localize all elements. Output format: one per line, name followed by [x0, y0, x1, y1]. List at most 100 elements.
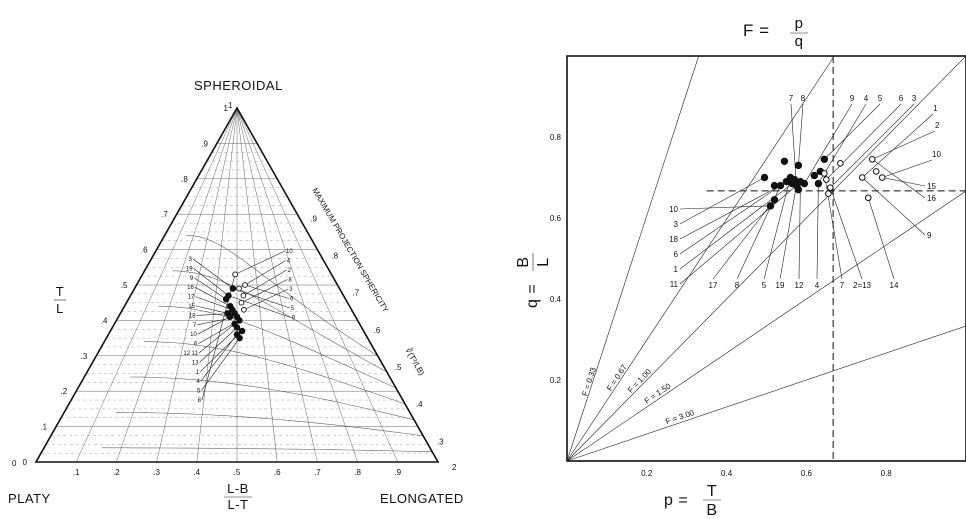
point-open: [236, 285, 242, 292]
leader-line: [779, 185, 797, 280]
point-label: 1: [674, 265, 679, 274]
point-label-left: 15: [188, 304, 195, 310]
leader-line: [234, 250, 286, 275]
leader-line: [826, 103, 902, 180]
bottom-axis-label: L-B L-T: [224, 481, 252, 512]
leader-line: [679, 177, 765, 225]
reference-line-label: F = 1.50: [643, 381, 673, 405]
leader-line: [200, 334, 238, 382]
leader-line: [798, 103, 804, 166]
point-filled: [776, 181, 785, 190]
sphericity-tick-label: .9: [310, 214, 317, 223]
x-label-lhs: p =: [664, 492, 688, 509]
point-label: 14: [890, 281, 899, 290]
point-filled: [820, 155, 829, 163]
vertex-label-top: SPHEROIDAL: [194, 78, 283, 93]
point-label: 10: [932, 150, 941, 159]
point-label-right: 5: [291, 306, 295, 312]
leader-line: [679, 185, 781, 240]
sphericity-tick-label: .8: [331, 251, 338, 260]
leader-line: [830, 103, 915, 188]
form-leader-lines: [679, 103, 936, 285]
x-label-num: T: [707, 483, 717, 500]
sphericity-tick-label: .7: [353, 289, 360, 298]
point-filled: [233, 324, 241, 331]
leader-line: [243, 288, 289, 311]
sphericity-isoline: [115, 412, 424, 437]
point-label-left: 7: [193, 323, 197, 329]
point-open: [868, 155, 876, 163]
bottom-axis-ticks: .1 .2 .3 .4 .5 .6 .7 .8 .9: [73, 468, 402, 477]
point-filled: [236, 334, 243, 342]
point-label: 11: [670, 280, 679, 289]
vertex-label-right: ELONGATED: [380, 491, 464, 506]
point-filled: [770, 181, 779, 190]
plot-frame: [566, 55, 966, 462]
sphericity-tick-label: .4: [416, 400, 423, 409]
leader-line: [830, 187, 863, 280]
sphericity-formula: ∛(T²/LB): [403, 346, 427, 377]
point-label: 16: [927, 194, 936, 203]
point-label-left: 10: [190, 332, 197, 338]
sphericity-tick-label: .6: [374, 326, 381, 335]
reference-line: [566, 55, 966, 462]
point-label-right: 2: [288, 268, 292, 274]
point-label-left: 6: [194, 342, 198, 348]
point-label: 8: [801, 94, 806, 103]
point-label-left: 5: [197, 389, 201, 395]
sphericity-isoline: [158, 305, 397, 389]
leader-line: [201, 337, 240, 391]
sphericity-isoline: [101, 447, 433, 452]
point-label: 7: [789, 94, 794, 103]
leader-line: [804, 103, 853, 184]
point-label-left: 8: [198, 398, 202, 404]
point-label-left: 1: [196, 370, 200, 376]
point-label: 4: [864, 94, 869, 103]
leader-line: [862, 113, 934, 178]
point-filled: [222, 295, 230, 303]
point-filled: [814, 179, 823, 188]
point-label: 3: [674, 220, 679, 229]
left-axis-label-den: L: [56, 301, 64, 316]
y-tick-label: 0.4: [550, 295, 562, 304]
point-label-right: 6: [290, 297, 294, 303]
leader-line: [244, 284, 290, 299]
x-label-den: B: [706, 502, 717, 519]
point-open: [878, 174, 886, 181]
point-open: [864, 194, 872, 202]
point-label: 12: [795, 281, 804, 290]
leader-line: [798, 181, 801, 280]
point-label-left: 17: [188, 295, 195, 301]
bottom-tick-label: .8: [354, 468, 361, 477]
y-label-num: B: [515, 256, 532, 267]
sphericity-isoline: [186, 235, 379, 357]
point-labels-right: 10 4 2 8 3 6 5 9: [286, 249, 296, 322]
point-filled: [790, 175, 799, 184]
point-label-left: 3: [189, 257, 193, 263]
point-open: [241, 306, 247, 313]
leader-line: [199, 327, 238, 363]
point-label: 8: [735, 281, 740, 290]
leader-line: [197, 316, 231, 335]
grid-line-lb: [236, 107, 318, 463]
corner-mark-0: 0: [12, 459, 17, 468]
left-tick-label: 0: [23, 458, 28, 467]
point-filled: [760, 173, 769, 182]
leader-line: [193, 268, 229, 296]
point-label: 5: [762, 281, 767, 290]
left-axis-label: T L: [54, 284, 66, 316]
grid-line-lb: [75, 107, 238, 463]
vertex-label-left: PLATY: [8, 491, 51, 506]
point-label: 17: [709, 281, 718, 290]
leader-line: [243, 269, 287, 296]
point-label: 5: [878, 94, 883, 103]
reference-line-label: F = 1.00: [626, 367, 654, 395]
point-open: [827, 184, 834, 191]
grid-line-lb: [116, 107, 238, 463]
leader-line: [818, 103, 867, 184]
leader-line: [882, 159, 933, 178]
leader-line: [679, 205, 771, 210]
point-filled: [238, 327, 246, 335]
point-label-right: 8: [288, 278, 292, 284]
